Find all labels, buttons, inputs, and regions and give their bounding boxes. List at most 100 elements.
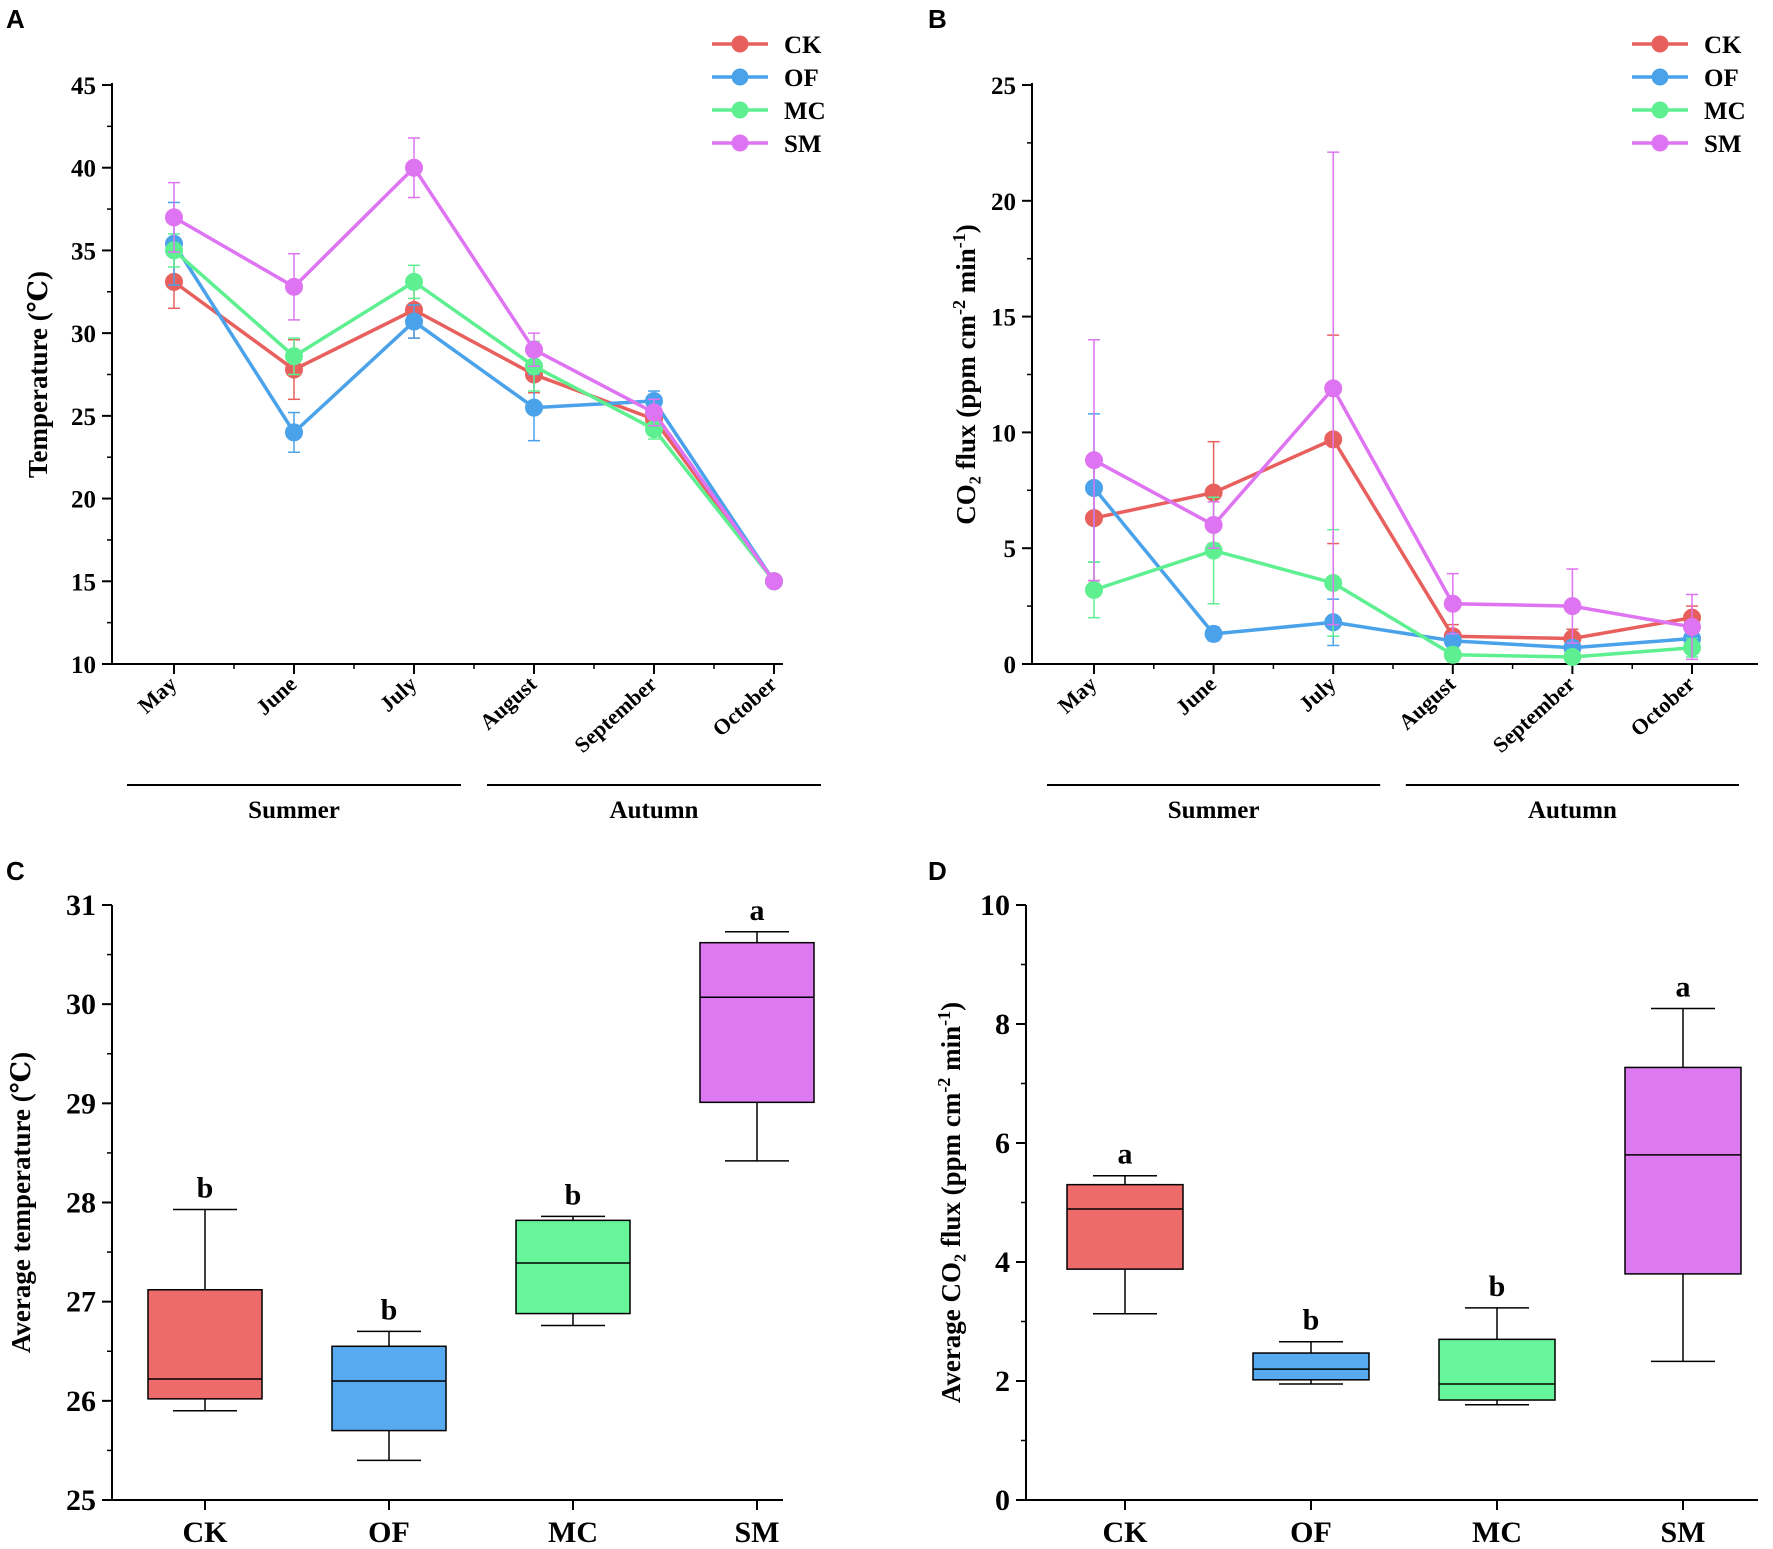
y-axis-title: Temperature (℃) [23,271,53,478]
series-line-sm [173,164,776,583]
y-tick-label: 25 [991,73,1016,100]
x-tick-label-july: July [375,671,422,717]
y-tick-label: 20 [71,487,96,514]
significance-letter-sm: a [1676,971,1691,1004]
y-tick-label: 0 [995,1484,1010,1517]
panel-d: D 0 2 4 6 8 10 Average CO₂ flux (ppm cm-2 min-1… [928,856,1758,1549]
x-tick-label-may: May [1053,671,1102,718]
panel-letter: D [928,856,947,886]
legend-marker-ck [1651,35,1669,53]
box-ck [147,1289,263,1400]
data-point-sm [1443,594,1462,613]
x-tick-label-august: August [1393,671,1460,735]
panel-b: B 0 5 10 15 20 25 May June July August September Oct… [928,4,1758,824]
data-point-sm [765,572,783,591]
x-tick-label-mc: MC [1472,1516,1522,1549]
x-tick-label-september: September [569,671,661,758]
y-tick-label: 15 [991,305,1016,332]
y-tick-label: 26 [66,1385,96,1418]
x-tick-label-of: OF [368,1516,410,1549]
legend-label-ck: CK [784,32,822,59]
y-tick-label: 6 [995,1127,1010,1160]
season-label-autumn: Autumn [1528,797,1617,824]
box-ck [1066,1183,1184,1270]
legend-label-mc: MC [784,98,826,125]
y-tick-label: 29 [66,1087,96,1120]
legend-marker-ck [731,35,749,53]
y-tick-label: 25 [71,404,96,431]
box-mc [515,1219,631,1315]
significance-letter-mc: b [1489,1270,1506,1303]
data-point-of [405,312,423,331]
y-tick-label: 10 [71,652,96,679]
x-tick-label-june: June [251,671,302,720]
x-tick-label-july: July [1294,671,1341,717]
significance-letter-ck: b [197,1171,214,1204]
y-tick-label: 10 [980,889,1010,922]
data-point-mc [405,272,423,291]
legend-label-mc: MC [1704,98,1746,125]
legend-marker-sm [1651,134,1669,152]
x-tick-label-ck: CK [183,1516,229,1549]
y-tick-label: 31 [66,889,96,922]
x-tick-label-october: October [707,671,781,741]
panel-letter: A [6,4,25,34]
x-tick-label-sm: SM [735,1516,780,1549]
data-point-mc [1443,645,1462,664]
x-tick-label-mc: MC [548,1516,598,1549]
legend-label-sm: SM [784,131,822,158]
box-mc [1438,1338,1556,1401]
x-tick-label-ck: CK [1103,1516,1149,1549]
y-axis-title: CO₂ flux (ppm cm-2 min-1) [949,224,981,525]
y-tick-label: 4 [995,1246,1010,1279]
legend-marker-sm [731,134,749,152]
data-point-mc [1085,580,1103,599]
x-tick-label-may: May [133,671,182,718]
legend-marker-of [1651,68,1669,86]
data-point-sm [1683,617,1701,636]
y-tick-label: 20 [991,189,1016,216]
x-tick-label-of: OF [1290,1516,1332,1549]
data-point-mc [1563,648,1582,667]
data-point-of [525,398,543,417]
y-tick-label: 40 [71,156,96,183]
y-tick-label: 0 [1004,652,1017,679]
data-point-sm [1324,379,1343,398]
series-line-ck [1093,437,1693,641]
data-point-mc [285,347,303,366]
legend-label-of: OF [784,65,819,92]
legend-label-of: OF [1704,65,1739,92]
significance-letter-of: b [381,1293,398,1326]
y-tick-label: 30 [66,988,96,1021]
y-tick-label: 10 [991,420,1016,447]
box-of [1252,1352,1370,1381]
data-point-sm [525,340,543,359]
data-point-of [285,423,303,442]
box-of [331,1345,447,1432]
series-line-mc [1093,548,1693,659]
season-label-autumn: Autumn [610,797,699,824]
x-tick-label-october: October [1625,671,1699,741]
box-sm [1624,1066,1742,1275]
y-tick-label: 30 [71,321,96,348]
legend-label-sm: SM [1704,131,1742,158]
data-point-sm [165,208,183,227]
legend-marker-mc [1651,101,1669,119]
data-point-sm [1563,597,1582,616]
x-tick-label-june: June [1171,671,1222,720]
significance-letter-sm: a [750,894,765,927]
legend-marker-mc [731,101,749,119]
significance-letter-ck: a [1118,1138,1133,1171]
panel-letter: B [928,4,947,34]
y-axis-title: Average temperature (℃) [6,1052,36,1353]
series-line-of [1092,486,1693,650]
panel-letter: C [6,856,25,886]
y-tick-label: 35 [71,238,96,265]
y-tick-label: 25 [66,1484,96,1517]
panel-a: A 10 15 20 25 30 35 40 45 May June July August Septem… [6,4,826,824]
data-point-of [1204,624,1223,643]
legend-marker-of [731,68,749,86]
series-line-sm [1093,385,1693,629]
y-tick-label: 8 [995,1008,1010,1041]
